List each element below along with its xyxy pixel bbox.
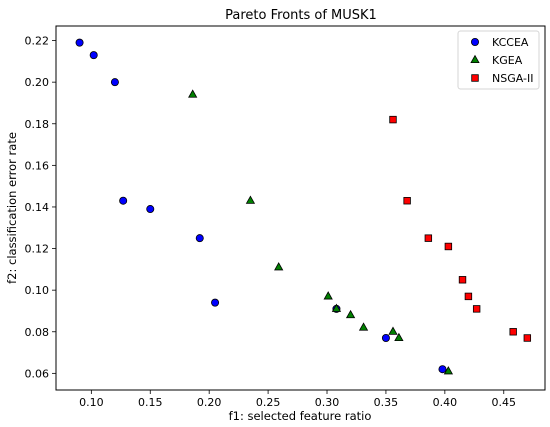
x-axis-label: f1: selected feature ratio [229, 409, 372, 423]
kccea-point [119, 196, 128, 205]
nsga-ii-point [403, 197, 411, 205]
y-tick-label: 0.22 [25, 35, 50, 48]
kgea-point [245, 195, 256, 204]
x-tick-label: 0.40 [433, 396, 458, 409]
kccea-point [195, 234, 204, 243]
nsga-ii-point [444, 242, 453, 251]
x-tick-label: 0.45 [492, 396, 517, 409]
nsga-ii-point [472, 305, 481, 313]
y-tick-label: 0.14 [25, 201, 50, 214]
legend-marker [470, 54, 480, 64]
x-axis: 0.10 0.15 0.20 0.25 0.30 0.35 0.40 0.45 [79, 390, 516, 409]
kccea-point [89, 51, 98, 60]
kccea-point [438, 365, 447, 374]
kgea-point [358, 322, 369, 331]
legend-label: NSGA-II [492, 72, 533, 85]
y-tick-label: 0.08 [25, 326, 50, 339]
y-tick-label: 0.06 [25, 367, 50, 380]
kgea-point [394, 332, 404, 342]
legend-marker [470, 38, 479, 47]
x-tick-label: 0.25 [256, 396, 281, 409]
nsga-ii-point [389, 115, 397, 124]
nsga-ii-point [464, 292, 473, 301]
y-axis: 0.06 0.08 0.10 0.12 0.14 0.16 0.18 0.20 0.22 [25, 35, 56, 380]
kccea-point [146, 205, 155, 214]
y-tick-label: 0.12 [25, 243, 50, 256]
nsga-ii-point [424, 234, 433, 242]
y-tick-label: 0.10 [25, 284, 50, 297]
kgea-point [388, 326, 398, 335]
kgea-point [443, 366, 454, 375]
kgea-point [331, 303, 342, 312]
x-tick-label: 0.15 [138, 396, 163, 409]
legend: KCCEA KGEA NSGA-II [457, 30, 540, 90]
kgea-point [323, 291, 333, 300]
kccea-point [110, 78, 119, 87]
y-tick-label: 0.20 [25, 76, 50, 89]
kccea-point [211, 298, 220, 307]
kgea-point [345, 309, 356, 319]
nsga-ii-point [509, 328, 517, 336]
x-tick-label: 0.20 [197, 396, 222, 409]
kgea-point [188, 89, 198, 98]
kccea-point [381, 333, 390, 342]
y-axis-label: f2: classification error rate [5, 132, 19, 284]
chart-title: Pareto Fronts of MUSK1 [225, 8, 377, 23]
nsga-ii-point [523, 334, 532, 342]
nsga-ii-point [458, 276, 467, 284]
y-tick-label: 0.18 [25, 118, 50, 131]
legend-marker [471, 74, 479, 82]
x-tick-label: 0.35 [374, 396, 399, 409]
plot-frame [55, 25, 546, 391]
legend-label: KGEA [492, 54, 523, 67]
legend-label: KCCEA [492, 36, 529, 49]
data-marks [75, 38, 532, 375]
x-tick-label: 0.10 [79, 396, 104, 409]
x-tick-label: 0.30 [315, 396, 340, 409]
y-tick-label: 0.16 [25, 159, 50, 172]
kccea-point [75, 38, 84, 47]
kgea-point [274, 262, 284, 271]
